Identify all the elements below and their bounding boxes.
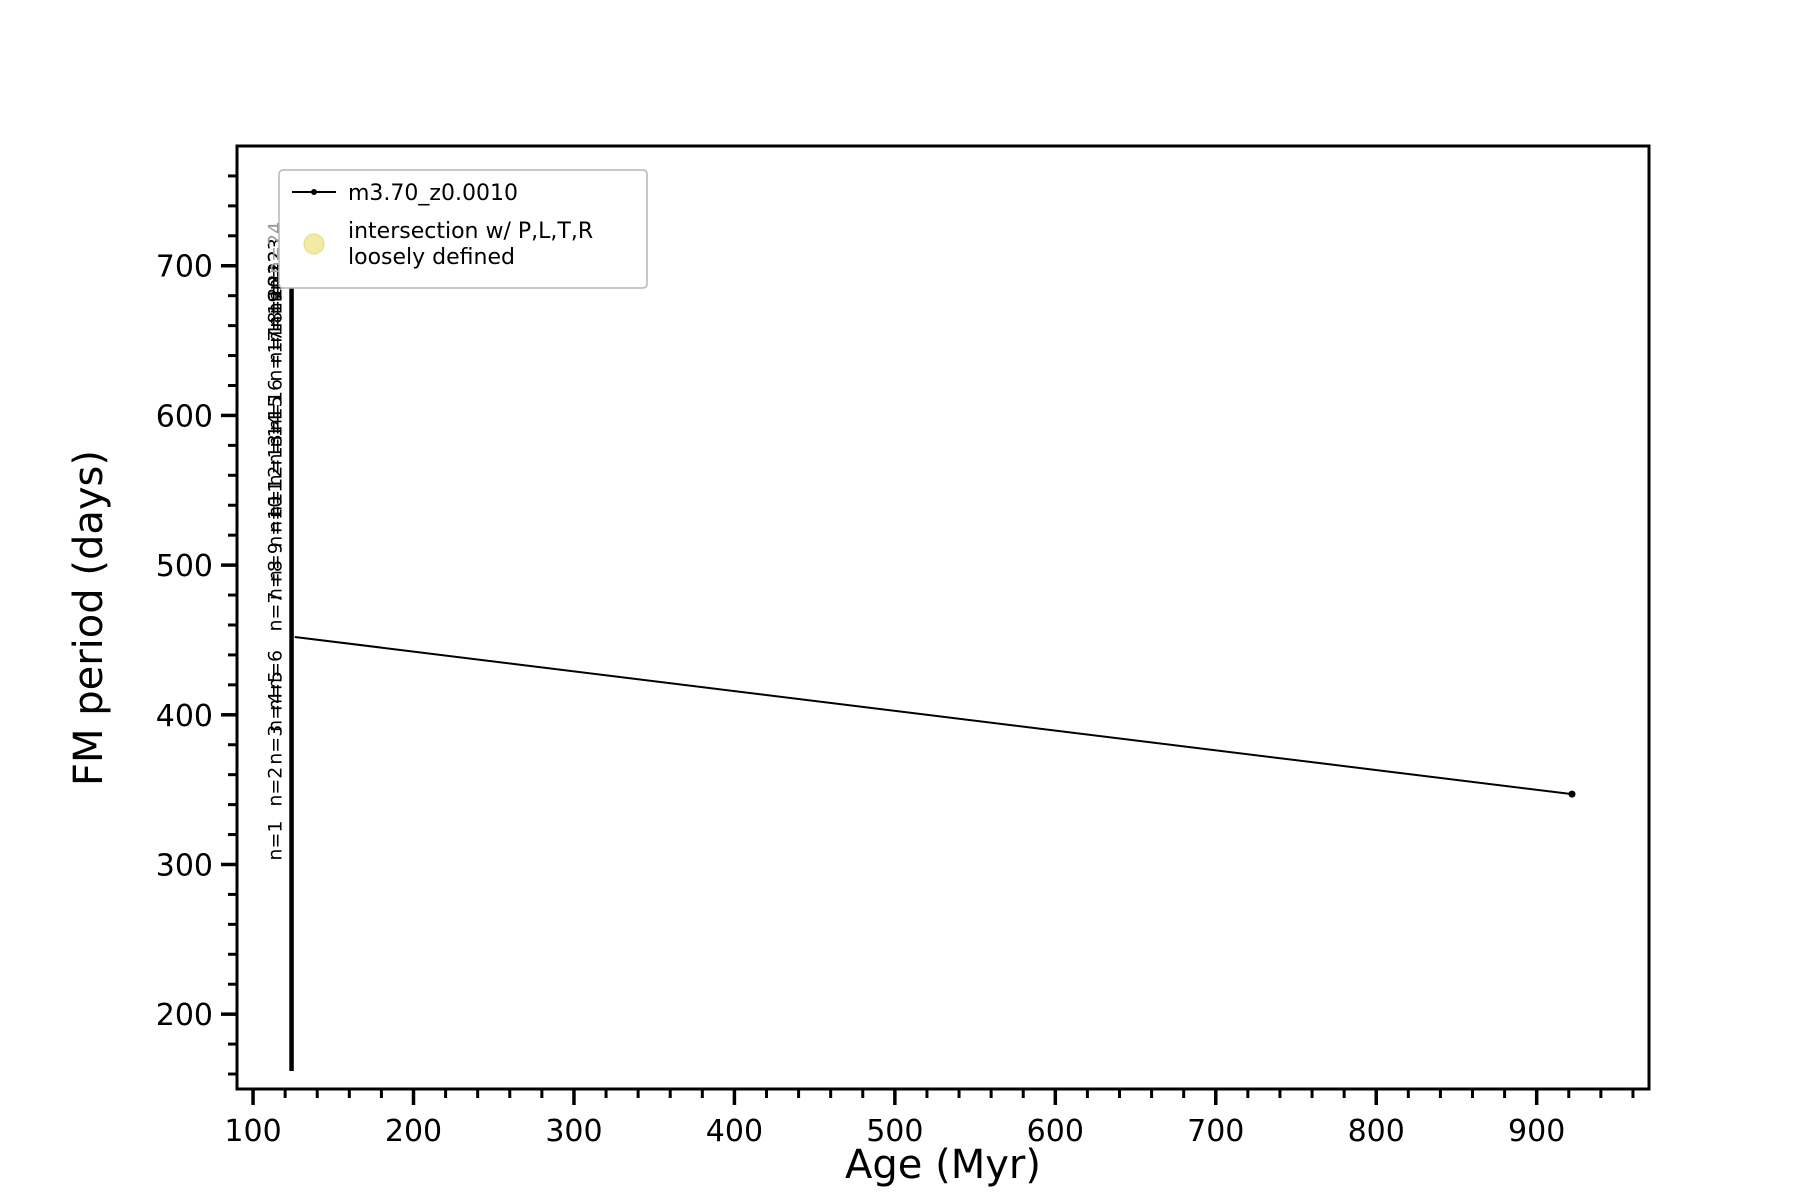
y-tick-label: 600 xyxy=(156,399,213,434)
legend-label-intersection: intersection w/ P,L,T,R loosely defined xyxy=(348,219,593,270)
x-tick-label: 200 xyxy=(385,1114,442,1149)
n-label: n=9 xyxy=(265,542,287,582)
n-label: n=10 xyxy=(265,496,287,548)
n-label: n=7 xyxy=(265,591,287,631)
n-label: n=3 xyxy=(265,725,287,765)
x-tick-label: 600 xyxy=(1027,1114,1084,1149)
legend: m3.70_z0.0010 intersection w/ P,L,T,R loos… xyxy=(278,169,648,289)
y-axis-label: FM period (days) xyxy=(66,450,112,786)
plot-area: 100 200 300 400 500 600 700 800 900 200 300 400 500 6… xyxy=(156,144,1651,1149)
legend-box xyxy=(278,169,648,289)
x-tick-label: 800 xyxy=(1348,1114,1405,1149)
x-axis-label: Age (Myr) xyxy=(845,1142,1041,1188)
n-label: n=14 xyxy=(265,413,287,465)
x-tick-label: 500 xyxy=(866,1114,923,1149)
y-tick-label: 700 xyxy=(156,250,213,285)
n-label: n=20 xyxy=(265,276,287,328)
n-label: n=12 xyxy=(265,466,287,518)
y-tick-label: 300 xyxy=(156,848,213,883)
n-label: n=19 xyxy=(265,291,287,343)
n-label: n=4 xyxy=(265,692,287,732)
series-end-marker xyxy=(1568,790,1576,798)
x-axis: 100 200 300 400 500 600 700 800 900 xyxy=(224,1089,1635,1149)
x-tick-label: 400 xyxy=(706,1114,763,1149)
n-label: n=1 xyxy=(265,820,287,860)
series-line xyxy=(294,635,1573,796)
y-axis: 200 300 400 500 600 700 xyxy=(156,174,237,1076)
n-label: n=15 xyxy=(265,395,287,447)
mode-annotations: n=1n=2n=3n=4n=5n=6n=7n=8n=9n=10n=11n=12n… xyxy=(265,222,287,861)
n-label: n=2 xyxy=(265,767,287,807)
n-label: n=16 xyxy=(265,379,287,431)
n-label: n=8 xyxy=(265,560,287,600)
n-label: n=6 xyxy=(265,650,287,690)
legend-line-marker xyxy=(311,189,317,195)
x-tick-label: 300 xyxy=(545,1114,602,1149)
axes-frame xyxy=(235,144,1651,1091)
x-tick-label: 700 xyxy=(1187,1114,1244,1149)
n-label: n=17 xyxy=(265,329,287,381)
n-label: n=11 xyxy=(265,481,287,533)
y-tick-label: 500 xyxy=(156,549,213,584)
x-tick-label: 100 xyxy=(224,1114,281,1149)
y-tick-label: 400 xyxy=(156,699,213,734)
y-tick-label: 200 xyxy=(156,998,213,1033)
n-label: n=5 xyxy=(265,671,287,711)
series-group xyxy=(289,238,1576,1072)
n-label: n=13 xyxy=(265,434,287,486)
n-label: n=18 xyxy=(265,312,287,364)
legend-label-series: m3.70_z0.0010 xyxy=(348,181,518,206)
legend-marker-intersection xyxy=(303,233,325,255)
x-tick-label: 900 xyxy=(1508,1114,1565,1149)
